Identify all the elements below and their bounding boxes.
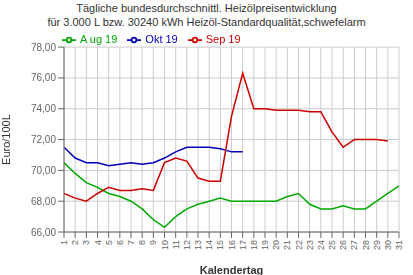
svg-text:15: 15	[215, 240, 225, 250]
svg-text:68,00: 68,00	[31, 196, 56, 207]
svg-text:24: 24	[316, 240, 326, 250]
svg-text:30: 30	[383, 240, 393, 250]
svg-text:22: 22	[294, 240, 304, 250]
svg-text:2: 2	[70, 240, 80, 245]
svg-text:70,00: 70,00	[31, 165, 56, 176]
svg-text:19: 19	[260, 240, 270, 250]
svg-text:10: 10	[160, 240, 170, 250]
svg-text:3: 3	[81, 240, 91, 245]
svg-text:18: 18	[249, 240, 259, 250]
svg-text:Kalendertag: Kalendertag	[200, 264, 264, 275]
svg-text:8: 8	[137, 240, 147, 245]
svg-text:17: 17	[238, 240, 248, 250]
html-text:für 3.000 L bzw. 30240 kWh Hei: für 3.000 L bzw. 30240 kWh Heizöl-Standa…	[47, 16, 366, 28]
svg-text:25: 25	[327, 240, 337, 250]
svg-text:12: 12	[182, 240, 192, 250]
svg-text:6: 6	[115, 240, 125, 245]
svg-text:74,00: 74,00	[31, 103, 56, 114]
svg-text:20: 20	[271, 240, 281, 250]
svg-text:1: 1	[59, 240, 69, 245]
svg-text:72,00: 72,00	[31, 134, 56, 145]
svg-text:29: 29	[372, 240, 382, 250]
svg-text:7: 7	[126, 240, 136, 245]
svg-text:4: 4	[93, 240, 103, 245]
svg-text:66,00: 66,00	[31, 227, 56, 238]
svg-text:27: 27	[349, 240, 359, 250]
svg-text:16: 16	[227, 240, 237, 250]
svg-text:21: 21	[282, 240, 292, 250]
svg-text:13: 13	[193, 240, 203, 250]
svg-text:78,00: 78,00	[31, 42, 56, 53]
svg-text:28: 28	[361, 240, 371, 250]
svg-text:11: 11	[171, 240, 181, 249]
svg-text:31: 31	[394, 240, 404, 250]
html-text:A ug 19: A ug 19	[80, 33, 118, 45]
html-text:Okt 19: Okt 19	[145, 33, 178, 45]
svg-text:23: 23	[305, 240, 315, 250]
svg-text:Euro/100L: Euro/100L	[8, 114, 12, 165]
html-text:Sep 19: Sep 19	[205, 33, 241, 45]
svg-text:14: 14	[204, 240, 214, 250]
svg-text:9: 9	[148, 240, 158, 245]
html-text:Tägliche bundesdurchschnittl.: Tägliche bundesdurchschnittl. Heizölprei…	[76, 2, 337, 14]
svg-text:5: 5	[104, 240, 114, 245]
svg-text:76,00: 76,00	[31, 72, 56, 83]
svg-text:26: 26	[338, 240, 348, 250]
